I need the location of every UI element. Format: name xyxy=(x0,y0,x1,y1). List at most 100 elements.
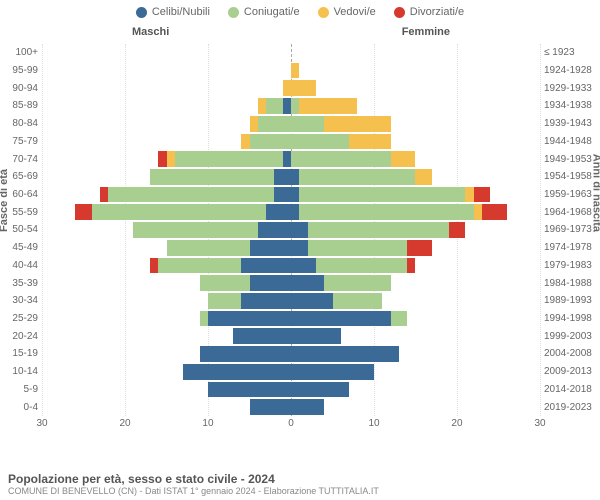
bar-segment xyxy=(291,382,349,398)
bar-segment xyxy=(474,187,491,203)
age-label: 45-49 xyxy=(4,242,38,253)
bar-segment xyxy=(291,346,399,362)
bar-segment xyxy=(167,240,250,256)
bar-segment xyxy=(158,151,166,167)
bar-female xyxy=(291,98,540,114)
bar-segment xyxy=(274,187,291,203)
pyramid-row: 25-291994-1998 xyxy=(42,310,540,328)
header-female: Femmine xyxy=(402,26,450,38)
bar-segment xyxy=(241,258,291,274)
bar-male xyxy=(42,151,291,167)
bar-female xyxy=(291,275,540,291)
pyramid-row: 30-341989-1993 xyxy=(42,292,540,310)
y-axis-right-label: Anni di nascita xyxy=(590,154,600,232)
bar-male xyxy=(42,187,291,203)
pyramid-row: 55-591964-1968 xyxy=(42,203,540,221)
bar-segment xyxy=(208,382,291,398)
chart-title: Popolazione per età, sesso e stato civil… xyxy=(8,472,592,486)
x-tick: 20 xyxy=(119,418,130,429)
year-label: 1944-1948 xyxy=(544,136,600,147)
bar-segment xyxy=(291,98,299,114)
bar-female xyxy=(291,169,540,185)
x-tick: 30 xyxy=(36,418,47,429)
bar-segment xyxy=(391,151,416,167)
bar-segment xyxy=(108,187,274,203)
bar-segment xyxy=(291,328,341,344)
legend-dot xyxy=(394,7,405,18)
legend-label: Celibi/Nubili xyxy=(152,6,210,18)
bar-male xyxy=(42,382,291,398)
year-label: 1999-2003 xyxy=(544,331,600,342)
bar-female xyxy=(291,222,540,238)
bar-segment xyxy=(250,275,292,291)
bar-segment xyxy=(200,275,250,291)
bar-female xyxy=(291,151,540,167)
bar-segment xyxy=(250,116,258,132)
bar-segment xyxy=(183,364,291,380)
gridline xyxy=(540,44,541,416)
bar-segment xyxy=(291,187,299,203)
bar-segment xyxy=(299,98,357,114)
bar-segment xyxy=(291,364,374,380)
legend-label: Coniugati/e xyxy=(244,6,300,18)
bar-segment xyxy=(291,204,299,220)
bar-male xyxy=(42,275,291,291)
bar-segment xyxy=(266,98,283,114)
bar-male xyxy=(42,45,291,61)
pyramid-row: 75-791944-1948 xyxy=(42,133,540,151)
age-label: 90-94 xyxy=(4,83,38,94)
x-tick: 10 xyxy=(202,418,213,429)
bar-female xyxy=(291,293,540,309)
year-label: 1989-1993 xyxy=(544,295,600,306)
bar-segment xyxy=(291,151,391,167)
age-label: 70-74 xyxy=(4,154,38,165)
bar-segment xyxy=(291,222,308,238)
legend-item: Vedovi/e xyxy=(318,6,376,18)
age-label: 5-9 xyxy=(4,384,38,395)
bar-male xyxy=(42,328,291,344)
header-row: Maschi Femmine xyxy=(42,26,540,44)
bar-female xyxy=(291,364,540,380)
bar-male xyxy=(42,80,291,96)
bar-segment xyxy=(415,169,432,185)
bar-segment xyxy=(316,258,407,274)
bar-segment xyxy=(283,80,291,96)
bar-segment xyxy=(241,293,291,309)
bar-segment xyxy=(158,258,241,274)
bar-female xyxy=(291,134,540,150)
bar-segment xyxy=(299,204,473,220)
plot: 100+≤ 192395-991924-192890-941929-193385… xyxy=(42,44,540,416)
bar-segment xyxy=(133,222,258,238)
bar-male xyxy=(42,134,291,150)
bar-segment xyxy=(474,204,482,220)
header-male: Maschi xyxy=(132,26,169,38)
pyramid-row: 35-391984-1988 xyxy=(42,274,540,292)
pyramid-row: 100+≤ 1923 xyxy=(42,44,540,62)
bar-segment xyxy=(333,293,383,309)
bar-segment xyxy=(291,63,299,79)
legend-item: Celibi/Nubili xyxy=(136,6,210,18)
bar-male xyxy=(42,116,291,132)
age-label: 85-89 xyxy=(4,100,38,111)
bar-segment xyxy=(150,169,275,185)
bar-segment xyxy=(175,151,283,167)
bar-segment xyxy=(308,222,449,238)
bar-female xyxy=(291,258,540,274)
pyramid-row: 0-42019-2023 xyxy=(42,398,540,416)
legend-item: Divorziati/e xyxy=(394,6,464,18)
pyramid-row: 95-991924-1928 xyxy=(42,62,540,80)
bar-segment xyxy=(324,275,390,291)
bar-segment xyxy=(465,187,473,203)
bar-segment xyxy=(208,293,241,309)
bar-female xyxy=(291,328,540,344)
bar-segment xyxy=(291,311,391,327)
year-label: 1939-1943 xyxy=(544,118,600,129)
year-label: 1929-1933 xyxy=(544,83,600,94)
age-label: 35-39 xyxy=(4,278,38,289)
bar-male xyxy=(42,204,291,220)
bar-male xyxy=(42,240,291,256)
bar-segment xyxy=(299,187,465,203)
legend-dot xyxy=(318,7,329,18)
bar-female xyxy=(291,63,540,79)
bar-segment xyxy=(150,258,158,274)
